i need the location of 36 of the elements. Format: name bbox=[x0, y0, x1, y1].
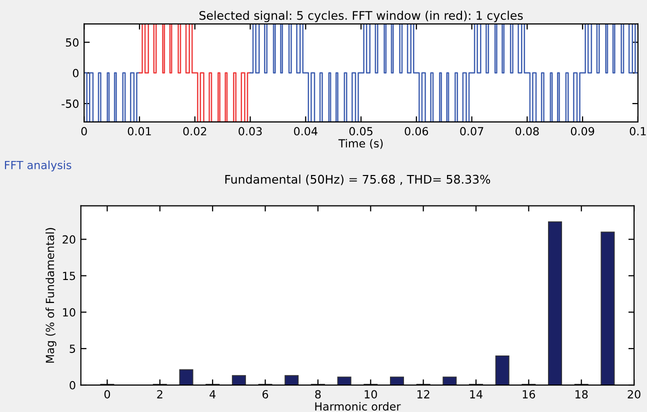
y-tick-label: 0 bbox=[72, 68, 79, 78]
x-tick-label: 0.05 bbox=[349, 127, 372, 136]
x-tick-label: 0.09 bbox=[570, 127, 594, 136]
x-tick-label: 0.1 bbox=[630, 127, 646, 136]
x-tick-label: 0.02 bbox=[183, 127, 206, 136]
chart-title: Selected signal: 5 cycles. FFT window (in red): 1 cycles bbox=[199, 10, 523, 22]
x-axis-title: Harmonic order bbox=[315, 402, 401, 411]
x-tick-label: 10 bbox=[364, 390, 377, 398]
x-tick-label: 0.08 bbox=[516, 127, 539, 136]
x-tick-label: 20 bbox=[628, 390, 640, 398]
y-axis-title: Mag (% of Fundamental) bbox=[46, 228, 56, 363]
y-tick-label: 15 bbox=[63, 272, 76, 280]
x-tick-label: 0.01 bbox=[128, 127, 151, 136]
chart-title: Fundamental (50Hz) = 75.68 , THD= 58.33% bbox=[225, 174, 490, 186]
x-tick-label: 8 bbox=[315, 390, 321, 398]
x-tick-label: 0.06 bbox=[404, 127, 428, 136]
x-tick-label: 16 bbox=[522, 390, 536, 398]
y-tick-label: 5 bbox=[70, 344, 76, 353]
x-tick-label: 2 bbox=[157, 390, 162, 398]
y-tick-label: -50 bbox=[62, 100, 79, 108]
x-tick-label: 0.03 bbox=[238, 127, 262, 136]
x-tick-label: 6 bbox=[262, 390, 268, 398]
x-tick-label: 14 bbox=[470, 390, 482, 398]
text: FFT analysis bbox=[4, 160, 72, 172]
x-tick-label: 0.04 bbox=[294, 127, 318, 136]
x-tick-label: 0 bbox=[104, 390, 110, 398]
x-tick-label: 18 bbox=[576, 390, 588, 398]
x-tick-label: 0 bbox=[81, 127, 87, 136]
x-tick-label: 0.07 bbox=[460, 127, 484, 136]
y-tick-label: 50 bbox=[66, 38, 79, 47]
x-axis-title: Time (s) bbox=[338, 138, 383, 149]
y-tick-label: 20 bbox=[62, 235, 76, 244]
x-tick-label: 12 bbox=[417, 390, 430, 398]
y-tick-label: 0 bbox=[70, 380, 76, 390]
y-tick-label: 10 bbox=[63, 308, 76, 317]
x-tick-label: 4 bbox=[210, 390, 216, 398]
